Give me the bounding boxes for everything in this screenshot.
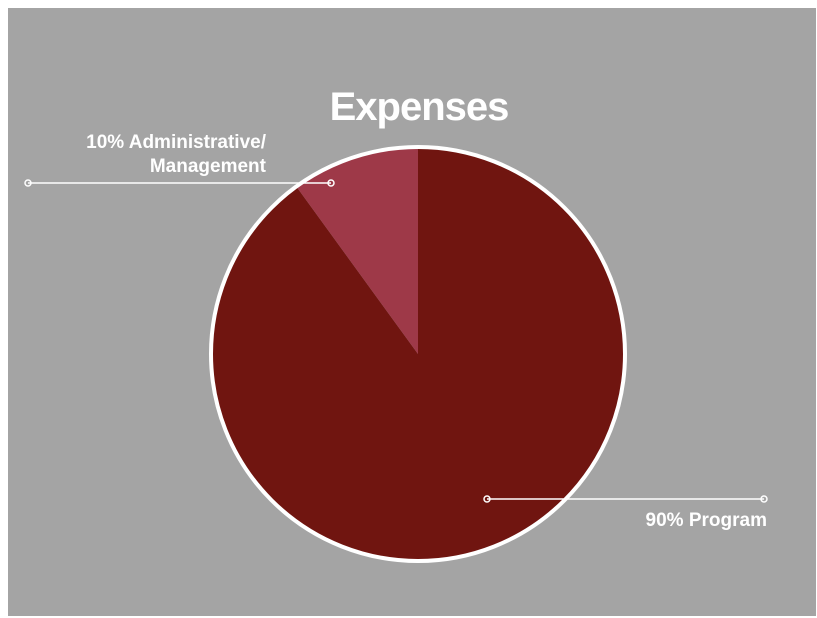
leader-dot-administrative-inner xyxy=(327,179,335,187)
expenses-pie-chart: Expenses 90% Program 10% Administrative/… xyxy=(24,85,768,563)
label-administrative: 10% Administrative/ Management xyxy=(24,132,335,187)
pie-slice-administrative xyxy=(296,147,418,354)
pie-slices xyxy=(210,147,625,561)
chart-title: Expenses xyxy=(330,85,509,129)
chart-frame: Expenses 90% Program 10% Administrative/… xyxy=(8,8,816,616)
slice-label-program: 90% Program xyxy=(646,510,767,531)
leader-dot-program-outer xyxy=(760,495,768,503)
pie-slice-program xyxy=(210,147,625,561)
slice-label-administrative-line1: 10% Administrative/ xyxy=(86,132,267,153)
slice-label-administrative-line2: Management xyxy=(150,156,267,177)
pie-outline xyxy=(209,145,627,563)
label-program: 90% Program xyxy=(483,495,768,531)
leader-dot-program-inner xyxy=(483,495,491,503)
leader-dot-administrative-outer xyxy=(24,179,32,187)
